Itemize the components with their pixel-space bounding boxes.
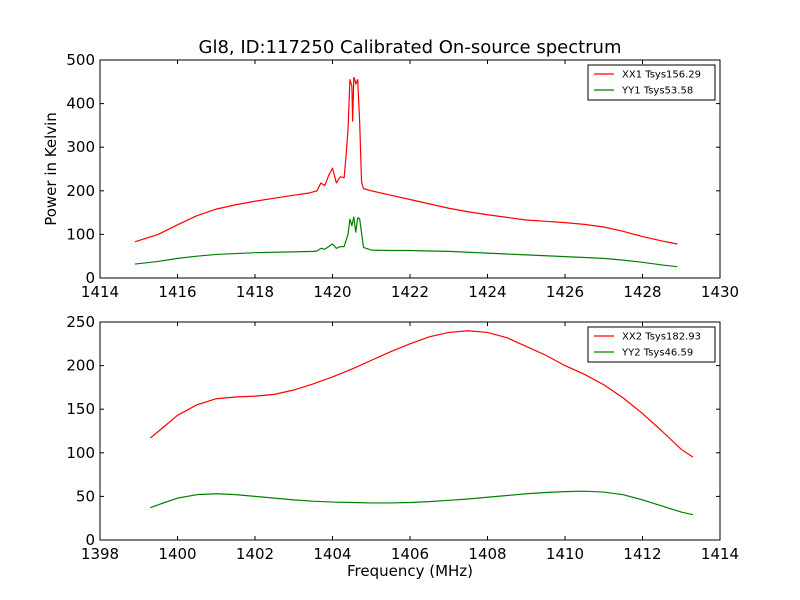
top-panel-series	[134, 76, 678, 268]
top-panel-xtick-label: 1424	[468, 283, 506, 301]
bottom-panel-frame	[99, 321, 721, 541]
bottom-panel-legend-box	[587, 326, 716, 363]
top-panel-ytick-label: 0	[85, 269, 95, 287]
bottom-panel-ticks: 1398 1400 1402 1404 1406 1408 1410 1412 1414 0 50 1…	[66, 313, 739, 563]
top-panel-ytick-label: 300	[66, 138, 95, 156]
bottom-panel-legend-label-yy2: YY2 Tsys46.59	[621, 348, 693, 359]
top-panel-ytick-label: 400	[66, 95, 95, 113]
bottom-panel-series-line-xx	[149, 330, 694, 458]
bottom-panel-xtick-label: 1402	[236, 545, 274, 563]
bottom-panel-xtick-label: 1404	[313, 545, 351, 563]
top-panel-xtick-label: 1420	[313, 283, 351, 301]
top-panel-legend-label-yy1: YY1 Tsys53.58	[621, 86, 693, 97]
bottom-panel-ytick-label: 0	[85, 531, 95, 549]
bottom-panel-legend-label-xx2: XX2 Tsys182.93	[622, 332, 701, 343]
top-panel-legend-box	[587, 64, 716, 101]
top-panel-series-line-yy	[134, 216, 678, 268]
top-panel-xtick-label: 1416	[158, 283, 196, 301]
top-panel-ytick-label: 100	[66, 225, 95, 243]
bottom-panel-series	[149, 330, 694, 516]
top-panel-ytick-label: 500	[66, 51, 95, 69]
bottom-panel-xtick-label: 1406	[391, 545, 429, 563]
top-panel-ylabel: Power in Kelvin	[42, 112, 60, 226]
bottom-panel-legend: XX2 Tsys182.93 YY2 Tsys46.59	[587, 326, 716, 363]
bottom-panel-xtick-label: 1400	[158, 545, 196, 563]
top-panel-xtick-label: 1430	[701, 283, 739, 301]
bottom-panel-xtick-label: 1412	[623, 545, 661, 563]
top-panel-title: Gl8, ID:117250 Calibrated On-source spec…	[199, 37, 622, 58]
top-panel-xtick-label: 1422	[391, 283, 429, 301]
top-panel: Gl8, ID:117250 Calibrated On-source spec…	[42, 37, 739, 301]
bottom-panel-ytick-label: 100	[66, 444, 95, 462]
bottom-panel-ytick-label: 150	[66, 400, 95, 418]
top-panel-ytick-label: 200	[66, 182, 95, 200]
top-panel-xtick-label: 1418	[236, 283, 274, 301]
bottom-panel-xtick-label: 1410	[546, 545, 584, 563]
top-panel-xtick-label: 1428	[623, 283, 661, 301]
top-panel-ticks: 1414 1416 1418 1420 1422 1424 1426 1428 1430 0 100…	[66, 51, 739, 301]
top-panel-series-line-xx	[134, 76, 678, 245]
bottom-panel: Frequency (MHz) 1398 1400 1402 1404 1406 1408…	[66, 313, 739, 580]
top-panel-legend: XX1 Tsys156.29 YY1 Tsys53.58	[587, 64, 716, 101]
bottom-panel-ytick-label: 250	[66, 313, 95, 331]
bottom-panel-xtick-label: 1414	[701, 545, 739, 563]
top-panel-xtick-label: 1426	[546, 283, 584, 301]
bottom-panel-ytick-label: 50	[76, 487, 95, 505]
top-panel-xtick-label: 1414	[81, 283, 119, 301]
bottom-panel-xtick-label: 1408	[468, 545, 506, 563]
bottom-panel-ytick-label: 200	[66, 357, 95, 375]
top-panel-legend-label-xx1: XX1 Tsys156.29	[622, 70, 701, 81]
bottom-panel-xlabel: Frequency (MHz)	[347, 562, 473, 580]
bottom-panel-xtick-label: 1398	[81, 545, 119, 563]
top-panel-frame	[99, 59, 721, 279]
bottom-panel-series-line-yy	[150, 490, 694, 516]
